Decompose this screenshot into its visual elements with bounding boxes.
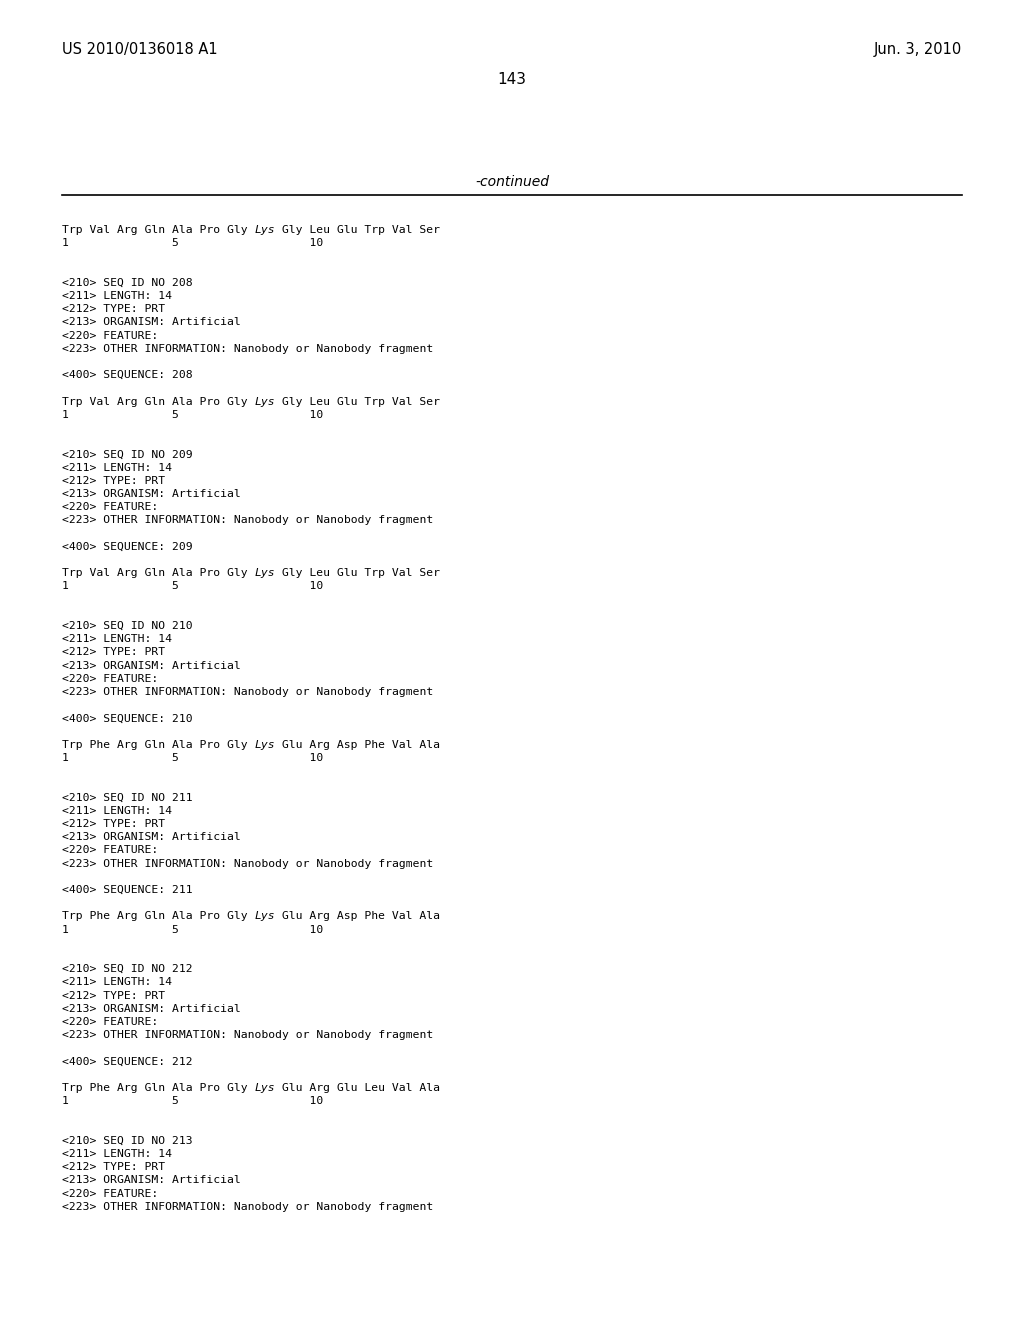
Text: <210> SEQ ID NO 212: <210> SEQ ID NO 212	[62, 964, 193, 974]
Text: Lys: Lys	[255, 224, 275, 235]
Text: <213> ORGANISM: Artificial: <213> ORGANISM: Artificial	[62, 1003, 241, 1014]
Text: <210> SEQ ID NO 208: <210> SEQ ID NO 208	[62, 277, 193, 288]
Text: <212> TYPE: PRT: <212> TYPE: PRT	[62, 1162, 165, 1172]
Text: <220> FEATURE:: <220> FEATURE:	[62, 845, 159, 855]
Text: <220> FEATURE:: <220> FEATURE:	[62, 330, 159, 341]
Text: <210> SEQ ID NO 213: <210> SEQ ID NO 213	[62, 1135, 193, 1146]
Text: Glu Arg Glu Leu Val Ala: Glu Arg Glu Leu Val Ala	[275, 1082, 440, 1093]
Text: 1               5                   10: 1 5 10	[62, 238, 324, 248]
Text: <400> SEQUENCE: 208: <400> SEQUENCE: 208	[62, 370, 193, 380]
Text: <400> SEQUENCE: 212: <400> SEQUENCE: 212	[62, 1056, 193, 1067]
Text: <220> FEATURE:: <220> FEATURE:	[62, 1016, 159, 1027]
Text: Trp Val Arg Gln Ala Pro Gly: Trp Val Arg Gln Ala Pro Gly	[62, 224, 255, 235]
Text: Jun. 3, 2010: Jun. 3, 2010	[873, 42, 962, 57]
Text: Trp Phe Arg Gln Ala Pro Gly: Trp Phe Arg Gln Ala Pro Gly	[62, 911, 255, 921]
Text: <213> ORGANISM: Artificial: <213> ORGANISM: Artificial	[62, 488, 241, 499]
Text: <400> SEQUENCE: 211: <400> SEQUENCE: 211	[62, 884, 193, 895]
Text: <223> OTHER INFORMATION: Nanobody or Nanobody fragment: <223> OTHER INFORMATION: Nanobody or Nan…	[62, 1030, 433, 1040]
Text: 1               5                   10: 1 5 10	[62, 409, 324, 420]
Text: Trp Val Arg Gln Ala Pro Gly: Trp Val Arg Gln Ala Pro Gly	[62, 568, 255, 578]
Text: Trp Phe Arg Gln Ala Pro Gly: Trp Phe Arg Gln Ala Pro Gly	[62, 739, 255, 750]
Text: Lys: Lys	[255, 396, 275, 407]
Text: 143: 143	[498, 73, 526, 87]
Text: <210> SEQ ID NO 209: <210> SEQ ID NO 209	[62, 449, 193, 459]
Text: <212> TYPE: PRT: <212> TYPE: PRT	[62, 475, 165, 486]
Text: <212> TYPE: PRT: <212> TYPE: PRT	[62, 304, 165, 314]
Text: Trp Phe Arg Gln Ala Pro Gly: Trp Phe Arg Gln Ala Pro Gly	[62, 1082, 255, 1093]
Text: <220> FEATURE:: <220> FEATURE:	[62, 502, 159, 512]
Text: <211> LENGTH: 14: <211> LENGTH: 14	[62, 290, 172, 301]
Text: -continued: -continued	[475, 176, 549, 189]
Text: 1               5                   10: 1 5 10	[62, 1096, 324, 1106]
Text: 1               5                   10: 1 5 10	[62, 581, 324, 591]
Text: <223> OTHER INFORMATION: Nanobody or Nanobody fragment: <223> OTHER INFORMATION: Nanobody or Nan…	[62, 343, 433, 354]
Text: <400> SEQUENCE: 210: <400> SEQUENCE: 210	[62, 713, 193, 723]
Text: <210> SEQ ID NO 210: <210> SEQ ID NO 210	[62, 620, 193, 631]
Text: <211> LENGTH: 14: <211> LENGTH: 14	[62, 462, 172, 473]
Text: <223> OTHER INFORMATION: Nanobody or Nanobody fragment: <223> OTHER INFORMATION: Nanobody or Nan…	[62, 1201, 433, 1212]
Text: Trp Val Arg Gln Ala Pro Gly: Trp Val Arg Gln Ala Pro Gly	[62, 396, 255, 407]
Text: <220> FEATURE:: <220> FEATURE:	[62, 1188, 159, 1199]
Text: Lys: Lys	[255, 1082, 275, 1093]
Text: <400> SEQUENCE: 209: <400> SEQUENCE: 209	[62, 541, 193, 552]
Text: <213> ORGANISM: Artificial: <213> ORGANISM: Artificial	[62, 660, 241, 671]
Text: <212> TYPE: PRT: <212> TYPE: PRT	[62, 990, 165, 1001]
Text: <223> OTHER INFORMATION: Nanobody or Nanobody fragment: <223> OTHER INFORMATION: Nanobody or Nan…	[62, 858, 433, 869]
Text: <223> OTHER INFORMATION: Nanobody or Nanobody fragment: <223> OTHER INFORMATION: Nanobody or Nan…	[62, 515, 433, 525]
Text: <212> TYPE: PRT: <212> TYPE: PRT	[62, 818, 165, 829]
Text: <213> ORGANISM: Artificial: <213> ORGANISM: Artificial	[62, 1175, 241, 1185]
Text: 1               5                   10: 1 5 10	[62, 752, 324, 763]
Text: <212> TYPE: PRT: <212> TYPE: PRT	[62, 647, 165, 657]
Text: Gly Leu Glu Trp Val Ser: Gly Leu Glu Trp Val Ser	[275, 396, 440, 407]
Text: <213> ORGANISM: Artificial: <213> ORGANISM: Artificial	[62, 317, 241, 327]
Text: <220> FEATURE:: <220> FEATURE:	[62, 673, 159, 684]
Text: <211> LENGTH: 14: <211> LENGTH: 14	[62, 805, 172, 816]
Text: <211> LENGTH: 14: <211> LENGTH: 14	[62, 1148, 172, 1159]
Text: Gly Leu Glu Trp Val Ser: Gly Leu Glu Trp Val Ser	[275, 224, 440, 235]
Text: Gly Leu Glu Trp Val Ser: Gly Leu Glu Trp Val Ser	[275, 568, 440, 578]
Text: Lys: Lys	[255, 911, 275, 921]
Text: <223> OTHER INFORMATION: Nanobody or Nanobody fragment: <223> OTHER INFORMATION: Nanobody or Nan…	[62, 686, 433, 697]
Text: 1               5                   10: 1 5 10	[62, 924, 324, 935]
Text: <211> LENGTH: 14: <211> LENGTH: 14	[62, 977, 172, 987]
Text: <211> LENGTH: 14: <211> LENGTH: 14	[62, 634, 172, 644]
Text: Glu Arg Asp Phe Val Ala: Glu Arg Asp Phe Val Ala	[275, 911, 440, 921]
Text: US 2010/0136018 A1: US 2010/0136018 A1	[62, 42, 218, 57]
Text: Glu Arg Asp Phe Val Ala: Glu Arg Asp Phe Val Ala	[275, 739, 440, 750]
Text: <210> SEQ ID NO 211: <210> SEQ ID NO 211	[62, 792, 193, 803]
Text: <213> ORGANISM: Artificial: <213> ORGANISM: Artificial	[62, 832, 241, 842]
Text: Lys: Lys	[255, 568, 275, 578]
Text: Lys: Lys	[255, 739, 275, 750]
